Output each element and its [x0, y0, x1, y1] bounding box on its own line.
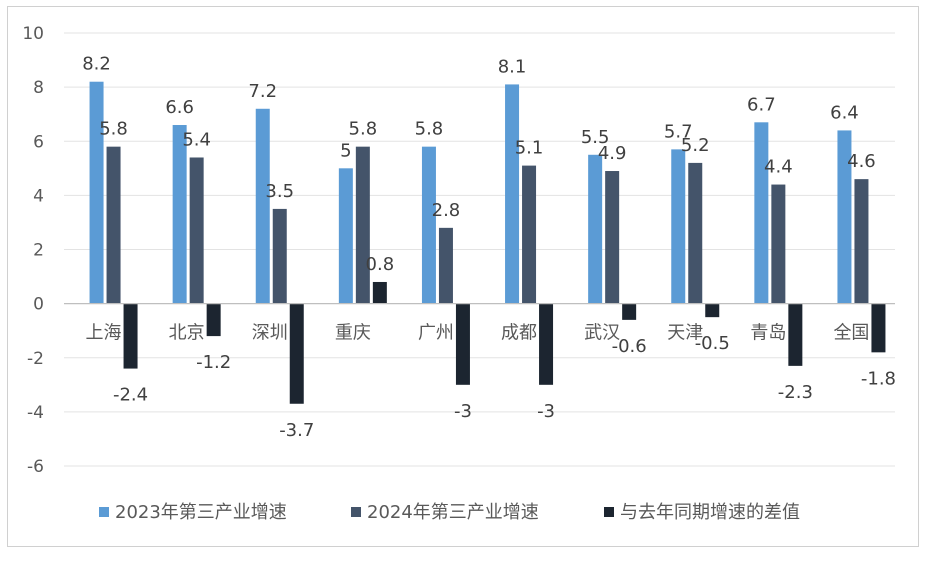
legend: 2023年第三产业增速 2024年第三产业增速 与去年同期增速的差值	[99, 502, 800, 523]
y-tick-label: 8	[33, 78, 44, 98]
bar	[688, 162, 703, 304]
y-tick-label: 0	[33, 295, 44, 315]
bar	[355, 146, 370, 304]
category-labels: 上海 北京 深圳 重庆 广州 成都 武汉 天津 青岛 全国	[86, 323, 870, 344]
data-label: 4.4	[764, 157, 793, 178]
bar	[622, 303, 637, 320]
data-label: 4.9	[598, 143, 627, 164]
data-label: -3.7	[279, 420, 314, 441]
legend-swatch	[604, 507, 614, 517]
bar	[671, 149, 686, 304]
legend-label: 与去年同期增速的差值	[620, 502, 800, 523]
bar	[421, 146, 436, 304]
category-label: 上海	[86, 323, 122, 344]
category-label: 全国	[833, 323, 869, 344]
legend-label: 2023年第三产业增速	[115, 502, 287, 523]
category-label: 青岛	[750, 323, 786, 344]
bar	[289, 303, 304, 404]
bar	[837, 130, 852, 304]
bar	[539, 303, 554, 385]
bar	[505, 84, 520, 304]
bar	[522, 165, 537, 304]
bar	[871, 303, 886, 353]
bar	[255, 108, 270, 304]
category-label: 北京	[169, 323, 205, 344]
bar	[854, 179, 869, 304]
bar	[338, 168, 353, 304]
data-label: -3	[537, 401, 555, 422]
bar	[123, 303, 138, 369]
bar	[605, 171, 620, 304]
category-label: 深圳	[252, 323, 288, 344]
data-label: 5.5	[581, 127, 610, 148]
data-label: 6.6	[165, 97, 194, 118]
bar	[754, 122, 769, 304]
data-label: -0.6	[612, 336, 647, 357]
data-label: 6.7	[747, 94, 776, 115]
y-tick-label: -2	[27, 349, 44, 369]
bar	[106, 146, 121, 304]
y-tick-label: -6	[27, 457, 44, 477]
data-label: 5.1	[515, 138, 544, 159]
bar	[206, 303, 221, 337]
bar	[372, 281, 387, 304]
bar	[705, 303, 720, 318]
legend-swatch	[351, 507, 361, 517]
data-label: 4.6	[847, 151, 876, 172]
y-tick-label: 6	[33, 132, 44, 152]
data-label: 5	[340, 140, 351, 161]
data-label: 6.4	[830, 102, 859, 123]
data-label: 5.2	[681, 135, 710, 156]
legend-swatch	[99, 507, 109, 517]
data-label: -2.4	[113, 385, 148, 406]
bar	[438, 227, 453, 304]
bar	[455, 303, 470, 385]
y-axis: -6 -4 -2 0 2 4 6 8 10	[22, 24, 44, 477]
bar	[588, 154, 603, 304]
data-label: -0.5	[695, 333, 730, 354]
bar	[788, 303, 803, 366]
data-label: 3.5	[265, 181, 294, 202]
bar	[172, 125, 187, 304]
data-label: 5.7	[664, 121, 693, 142]
data-label: -1.2	[196, 352, 231, 373]
data-label: 8.1	[498, 56, 527, 77]
y-tick-label: -4	[27, 403, 44, 423]
category-label: 广州	[418, 323, 454, 344]
data-label: 5.4	[182, 129, 211, 150]
data-label: 7.2	[248, 81, 277, 102]
category-label: 重庆	[335, 323, 371, 344]
data-label: 5.8	[99, 119, 128, 140]
data-label: -3	[454, 401, 472, 422]
legend-label: 2024年第三产业增速	[367, 502, 539, 523]
bars	[89, 81, 886, 404]
data-label: -2.3	[778, 382, 813, 403]
y-tick-label: 10	[22, 24, 44, 44]
category-label: 天津	[667, 323, 703, 344]
data-label: 5.8	[415, 119, 444, 140]
bar	[89, 81, 104, 304]
data-label: 8.2	[82, 54, 111, 75]
bar	[272, 208, 287, 304]
data-label: 0.8	[366, 254, 395, 275]
data-label: 2.8	[432, 200, 461, 221]
data-label: -1.8	[861, 368, 896, 389]
category-label: 成都	[501, 323, 537, 344]
data-label: 5.8	[349, 119, 378, 140]
y-tick-label: 2	[33, 241, 44, 261]
data-labels: 8.26.67.255.88.15.5 5.76.7 6.45.85.43.55.8…	[82, 54, 896, 441]
bar	[771, 184, 786, 304]
category-label: 武汉	[584, 323, 620, 344]
bar	[189, 157, 204, 304]
y-tick-label: 4	[33, 186, 44, 206]
